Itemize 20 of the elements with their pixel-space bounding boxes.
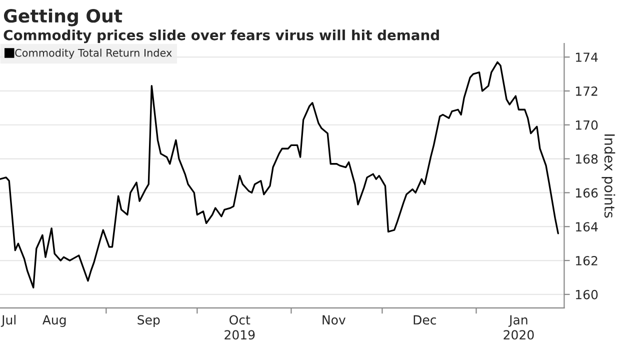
y-tick-label: 172 <box>576 86 598 96</box>
x-tick-label: Dec <box>414 315 436 325</box>
y-tick-label: 168 <box>576 154 598 164</box>
chart-subtitle: Commodity prices slide over fears virus will hit demand <box>4 30 439 44</box>
x-tick-label: Sep <box>138 315 160 328</box>
y-tick-label: 174 <box>576 52 598 62</box>
y-tick-label: 166 <box>576 188 598 198</box>
x-tick-label: Nov <box>322 315 346 325</box>
chart-title: Getting Out <box>4 8 122 26</box>
y-tick-label: 164 <box>576 222 598 232</box>
legend-label: Commodity Total Return Index <box>15 48 172 59</box>
y-tick-label: 162 <box>576 256 598 266</box>
y-axis-title: Index points <box>602 134 616 218</box>
line-series <box>0 61 559 288</box>
x-tick-label: Jan 2020 <box>504 315 534 340</box>
x-tick-label: Aug <box>42 315 66 328</box>
y-tick-label: 170 <box>576 120 598 130</box>
x-tick-label: Oct 2019 <box>224 315 255 340</box>
x-tick-label: Jul <box>0 314 16 327</box>
y-tick-label: 160 <box>576 290 598 300</box>
